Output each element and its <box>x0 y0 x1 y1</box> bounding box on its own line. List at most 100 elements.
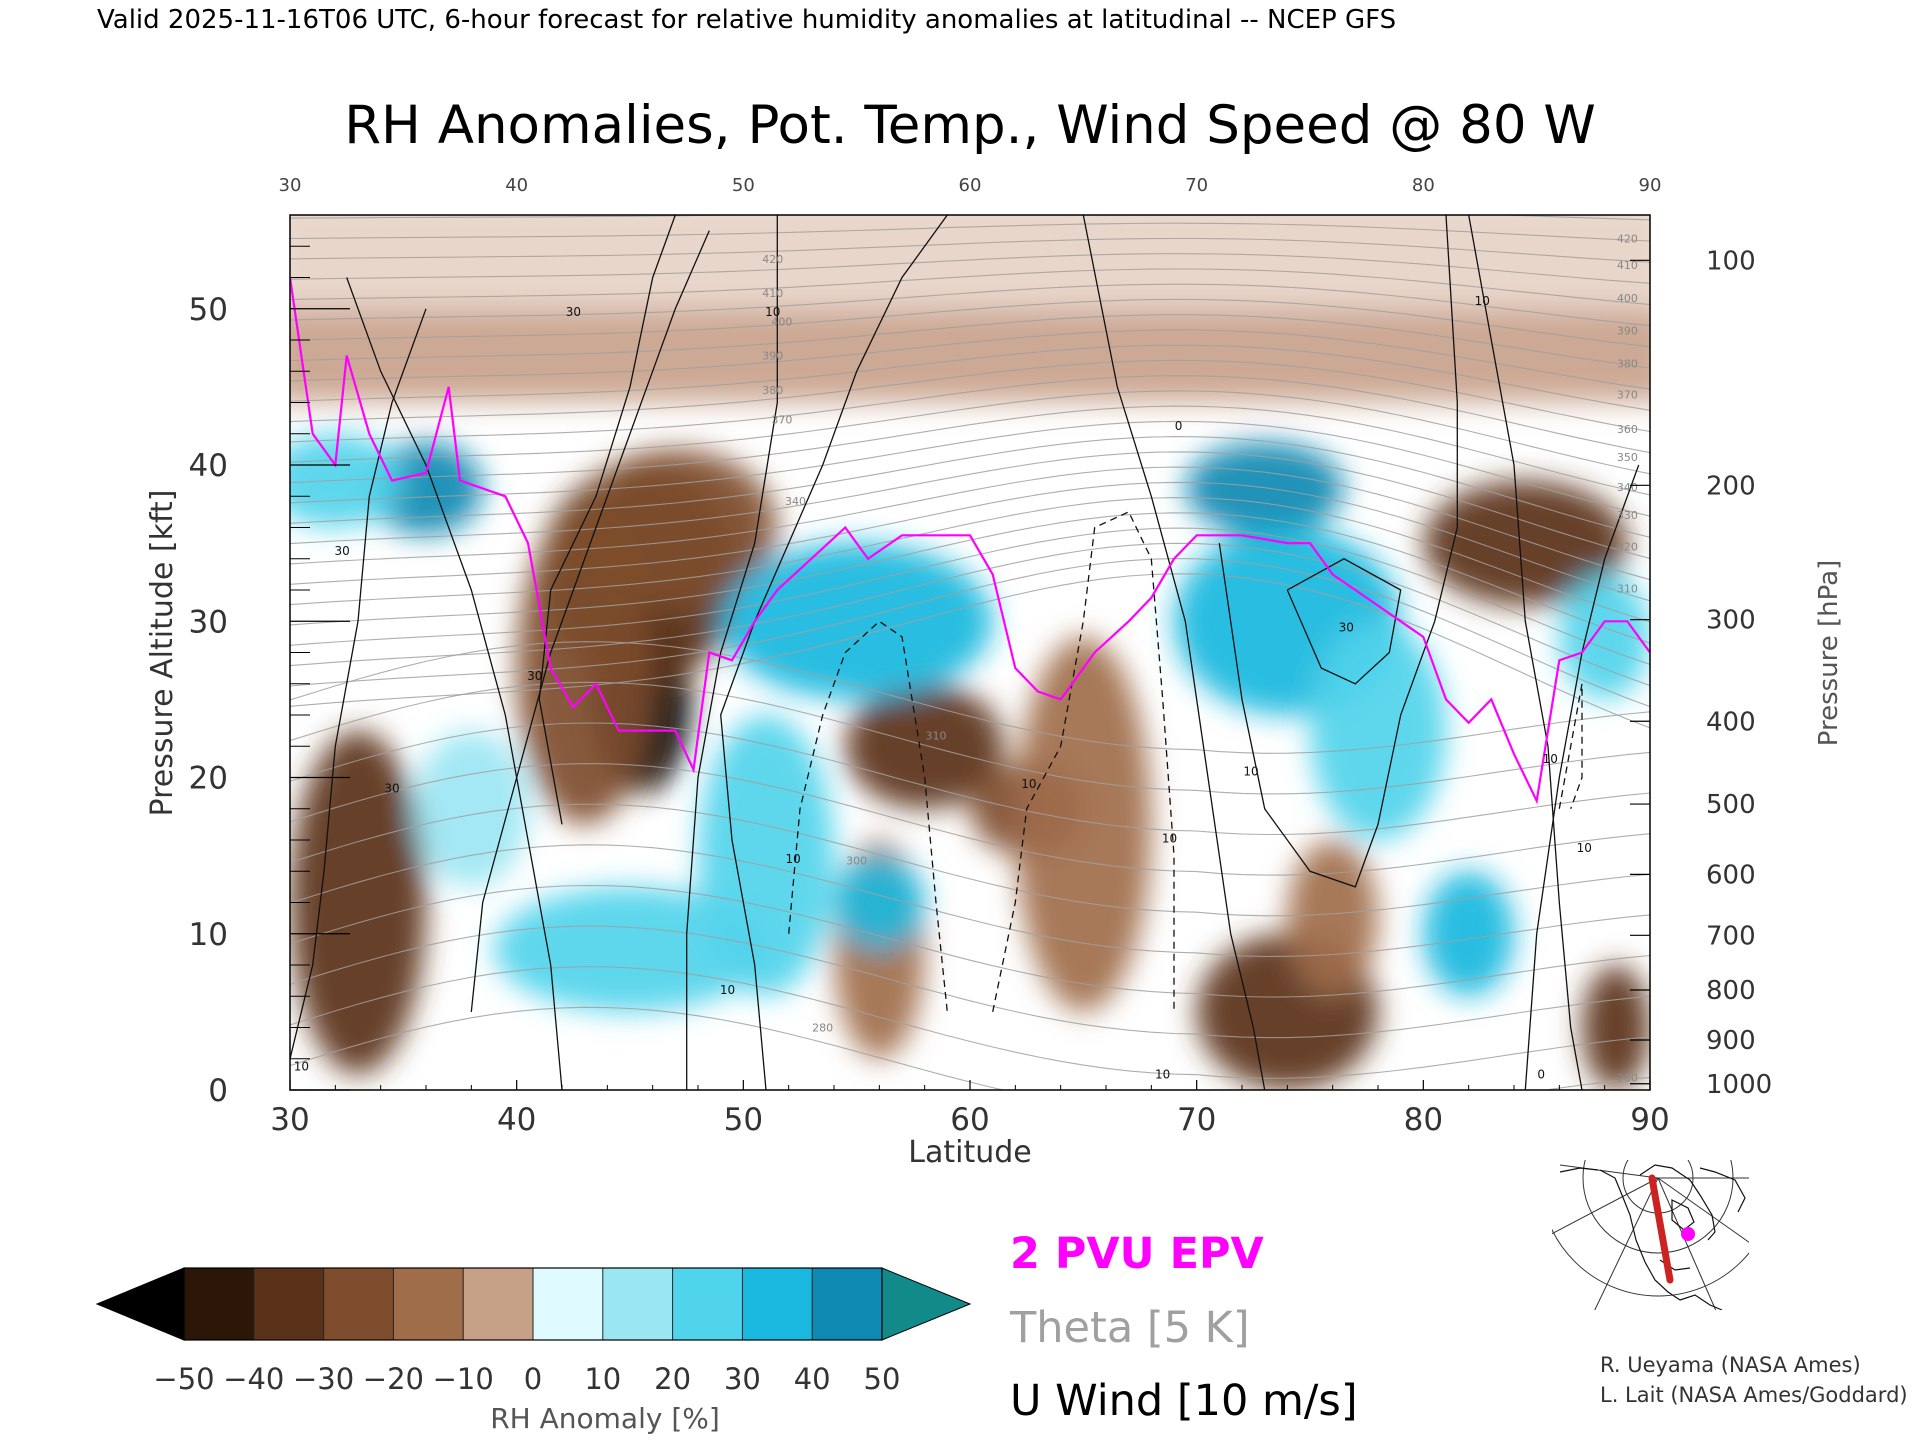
wind-label: 0 <box>1537 1067 1545 1081</box>
theta-contour-425 <box>290 222 1650 242</box>
pressure-tick-label: 200 <box>1706 471 1756 501</box>
rh-anomaly-blob <box>834 855 925 950</box>
rh-anomaly-blob <box>290 433 404 528</box>
theta-contour-420 <box>290 237 1650 263</box>
u-wind-contour-8 <box>1082 215 1266 1090</box>
wind-label: 10 <box>294 1060 309 1074</box>
y-tick-label: 0 <box>208 1073 228 1109</box>
rh-anomaly-blob <box>1310 621 1446 840</box>
x-top-tick-label: 90 <box>1639 175 1662 196</box>
theta-label: 410 <box>1617 259 1638 272</box>
colorbar-low-extension <box>95 1267 185 1341</box>
epv-2pvu-contour <box>290 277 1650 805</box>
theta-contour-335 <box>290 497 1650 623</box>
valid-time-header: Valid 2025-11-16T06 UTC, 6-hour forecast… <box>97 5 1396 35</box>
theta-label: 410 <box>762 287 783 300</box>
u-wind-contour-6 <box>788 620 948 1012</box>
wind-label: 10 <box>1155 1067 1170 1081</box>
wind-label: 10 <box>1021 777 1036 791</box>
inset-cross-section-line <box>1648 1174 1674 1284</box>
y-axis-label-right: Pressure [hPa] <box>1814 560 1844 747</box>
y-axis-label-left: Pressure Altitude [kft] <box>145 490 180 817</box>
credit-line-2: L. Lait (NASA Ames/Goddard) <box>1600 1383 1908 1407</box>
x-tick-label: 90 <box>1630 1102 1669 1138</box>
wind-label: 10 <box>1475 294 1490 308</box>
theta-label: 310 <box>1617 582 1638 595</box>
colorbar-tick-label: −30 <box>293 1362 354 1396</box>
y-tick-label: 40 <box>189 448 228 484</box>
wind-label: 0 <box>1175 419 1183 433</box>
wind-label: 30 <box>527 669 542 683</box>
theta-label: 300 <box>846 854 867 867</box>
pressure-tick-label: 900 <box>1706 1026 1756 1056</box>
theta-label: 400 <box>771 315 792 328</box>
u-wind-contour-0 <box>470 230 710 1012</box>
theta-label: 340 <box>785 495 806 508</box>
theta-label: 420 <box>1617 232 1638 245</box>
pressure-tick-label: 400 <box>1706 707 1756 737</box>
axes: 3030404050506060707080809090010203040501… <box>189 175 1773 1138</box>
wind-label: 10 <box>1243 764 1258 778</box>
legend-epv: 2 PVU EPV <box>1010 1229 1264 1279</box>
rh-anomaly-blob <box>494 886 766 1012</box>
wind-label: 10 <box>720 983 735 997</box>
credit-line-1: R. Ueyama (NASA Ames) <box>1600 1353 1861 1377</box>
theta-contour-345 <box>290 466 1650 581</box>
inset-locator-map <box>1552 1160 1749 1310</box>
wind-label: 30 <box>566 305 581 319</box>
colorbar-tick-label: −10 <box>433 1362 494 1396</box>
theta-contour-280 <box>290 844 1650 957</box>
theta-contour-330 <box>290 512 1650 644</box>
theta-contour-410 <box>290 268 1650 306</box>
wind-label: 30 <box>334 544 349 558</box>
rh-anomaly-blob <box>1287 840 1378 997</box>
wind-contour-labels: 30 30 30 30 30 10 10 10 10 10 10 10 10 10 10 10 0 0 <box>294 294 1592 1081</box>
rh-anomaly-blob <box>1423 480 1628 606</box>
colorbar-frame <box>183 1267 883 1341</box>
u-wind-contour-7 <box>992 511 1175 1013</box>
theta-contour-265 <box>290 966 1650 1079</box>
theta-label: 310 <box>926 729 947 742</box>
theta-label: 340 <box>1617 481 1638 494</box>
theta-label: 390 <box>762 350 783 363</box>
rh-anomaly-blob <box>720 543 993 700</box>
y-tick-label: 20 <box>189 761 228 797</box>
colorbar-tick-label: 0 <box>524 1362 542 1396</box>
inset-location-marker <box>1681 1227 1695 1241</box>
colorbar-segment <box>323 1268 394 1340</box>
colorbar-tick-label: 40 <box>794 1362 831 1396</box>
u-wind-contour-9 <box>1218 215 1458 888</box>
u-wind-contour-5 <box>290 308 427 1059</box>
inset-map-graticule <box>1552 1160 1749 1310</box>
chart-title: RH Anomalies, Pot. Temp., Wind Speed @ 8… <box>344 95 1596 156</box>
colorbar-tick-label: 20 <box>654 1362 691 1396</box>
u-wind-contour-1 <box>538 215 676 825</box>
theta-label: 420 <box>762 253 783 266</box>
rh-anomaly-blob <box>290 730 426 1075</box>
theta-contour-395 <box>290 314 1650 369</box>
theta-contour-390 <box>290 329 1650 390</box>
colorbar-tick-label: −40 <box>223 1362 284 1396</box>
theta-label: 380 <box>762 384 783 397</box>
theta-contour-385 <box>290 344 1650 411</box>
wind-label: 10 <box>1162 831 1177 845</box>
pressure-tick-label: 1000 <box>1706 1070 1772 1100</box>
x-top-tick-label: 50 <box>732 175 755 196</box>
epv-2pvu-line <box>290 277 1650 805</box>
legend-theta: Theta [5 K] <box>1009 1303 1250 1353</box>
x-tick-label: 80 <box>1404 1102 1443 1138</box>
colorbar-tick-label: 30 <box>724 1362 761 1396</box>
pressure-tick-label: 800 <box>1706 976 1756 1006</box>
theta-contour-340 <box>290 481 1650 602</box>
theta-label: 360 <box>1617 423 1638 436</box>
rh-anomaly-blob <box>1559 574 1650 700</box>
wind-label: 10 <box>786 852 801 866</box>
theta-label: 350 <box>1617 451 1638 464</box>
rh-anomaly-field <box>290 215 1650 1090</box>
theta-label: 330 <box>1617 509 1638 522</box>
rh-anomaly-blob <box>1423 871 1514 997</box>
u-wind-contour-10 <box>1286 558 1402 685</box>
theta-contour-430 <box>290 215 1650 221</box>
theta-contour-275 <box>290 884 1650 998</box>
